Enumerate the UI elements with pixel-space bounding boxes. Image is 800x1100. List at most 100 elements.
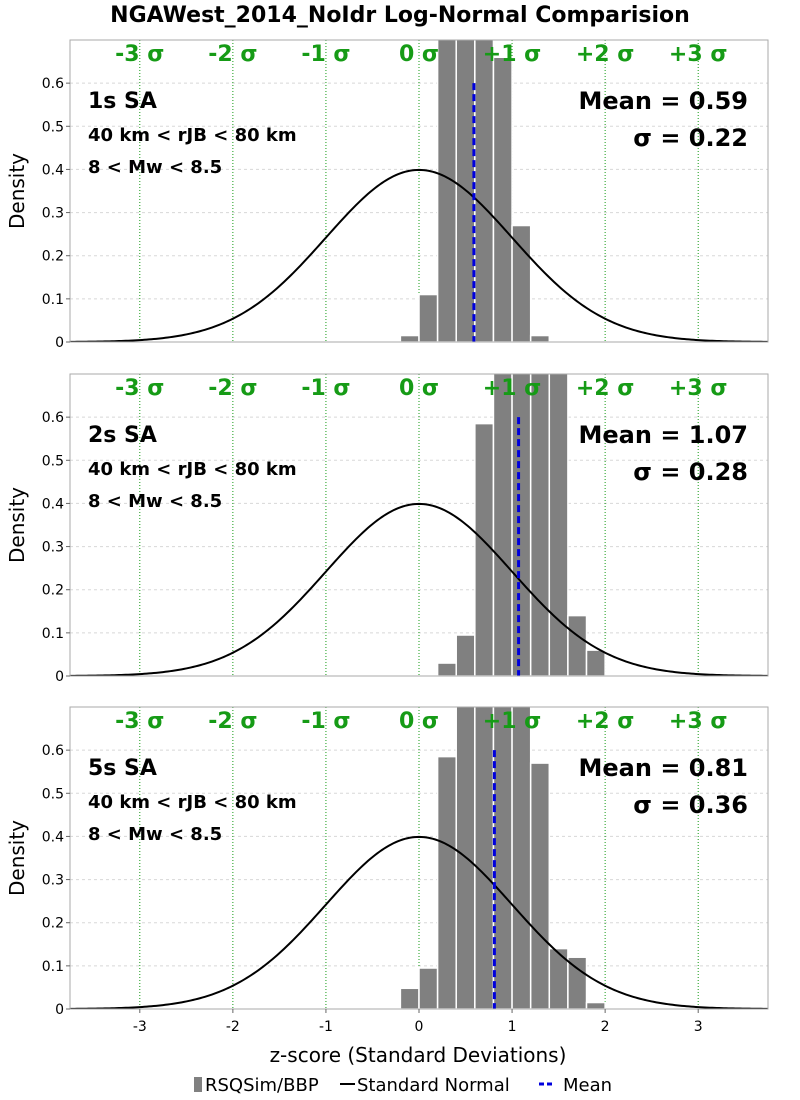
period-label: 1s SA (88, 89, 157, 114)
y-tick-label: 0.6 (42, 743, 64, 759)
panel-1: 0 0.1 0.2 0.3 0.4 0.5 0.6 Density -3 σ -2 σ -1 σ 0 … (5, 39, 769, 351)
histogram-bar (492, 56, 513, 342)
histogram-bar (418, 293, 439, 342)
chart-title: NGAWest_2014_NoIdr Log-Normal Comparisio… (110, 3, 690, 28)
mean-stat-label: Mean = 0.81 (579, 754, 748, 782)
sigma-label: -2 σ (208, 42, 257, 67)
y-axis-label: Density (5, 487, 29, 563)
sigma-label: 0 σ (399, 376, 439, 401)
histogram-bar (548, 374, 569, 676)
y-tick-label: 0.3 (42, 540, 64, 556)
sigma-label: -1 σ (301, 709, 350, 734)
histogram-bar (567, 956, 588, 1009)
sigma-label: -1 σ (301, 376, 350, 401)
x-tick-label: 3 (694, 1019, 703, 1035)
panel-3: 0 0.1 0.2 0.3 0.4 0.5 0.6 Density -3 σ -2 σ -1 σ 0 … (5, 706, 769, 1035)
sigma-label: -3 σ (115, 709, 164, 734)
y-axis-label: Density (5, 153, 29, 229)
sigma-label: -2 σ (208, 376, 257, 401)
histogram-bar (492, 707, 513, 1009)
standard-normal-curve (70, 502, 768, 676)
y-tick-label: 0.5 (42, 453, 64, 469)
sigma-label: +1 σ (483, 376, 542, 401)
magnitude-label: 8 < Mw < 8.5 (88, 157, 222, 178)
y-tick-label: 0.6 (42, 410, 64, 426)
y-tick-label: 0 (55, 335, 64, 351)
y-tick-label: 0.3 (42, 206, 64, 222)
sigma-label: +1 σ (483, 709, 542, 734)
sigma-stat-label: σ = 0.36 (633, 791, 748, 819)
sigma-stat-label: σ = 0.28 (633, 458, 748, 486)
histogram-bar (529, 334, 551, 342)
sigma-label: +3 σ (669, 376, 728, 401)
x-axis-label: z-score (Standard Deviations) (270, 1043, 567, 1067)
x-tick-label: -2 (226, 1019, 240, 1035)
y-tick-label: 0.1 (42, 959, 64, 975)
x-tick-label: 1 (508, 1019, 517, 1035)
sigma-label: -2 σ (208, 709, 257, 734)
histogram-bar (436, 755, 457, 1009)
standard-normal-curve (70, 168, 768, 342)
histogram-bar (529, 762, 551, 1009)
histogram-bar (511, 224, 532, 342)
y-tick-label: 0.1 (42, 626, 64, 642)
distance-label: 40 km < rJB < 80 km (88, 125, 297, 146)
y-tick-label: 0.6 (42, 76, 64, 92)
histogram-bar (567, 614, 588, 676)
sigma-label: +2 σ (576, 709, 635, 734)
histogram-bar (511, 707, 532, 1009)
distance-label: 40 km < rJB < 80 km (88, 459, 297, 480)
histogram-bar (455, 40, 476, 342)
sigma-label: -3 σ (115, 42, 164, 67)
histogram-bar (399, 987, 420, 1009)
legend-hist-swatch (194, 1077, 202, 1092)
mean-stat-label: Mean = 1.07 (579, 421, 748, 449)
plot-content (70, 707, 768, 1009)
legend-normal-label: Standard Normal (357, 1075, 510, 1096)
y-tick-label: 0.4 (42, 829, 64, 845)
y-tick-label: 0.2 (42, 583, 64, 599)
distance-label: 40 km < rJB < 80 km (88, 792, 297, 813)
plot-border (69, 373, 769, 677)
sigma-label: +3 σ (669, 709, 728, 734)
legend: RSQSim/BBP Standard Normal Mean (194, 1075, 612, 1096)
y-tick-label: 0.1 (42, 292, 64, 308)
histogram-bar (474, 422, 495, 676)
y-tick-label: 0 (55, 669, 64, 685)
y-tick-label: 0.4 (42, 496, 64, 512)
y-tick-label: 0.5 (42, 786, 64, 802)
histogram-bar (418, 967, 439, 1009)
y-tick-label: 0.3 (42, 873, 64, 889)
sigma-label: +2 σ (576, 376, 635, 401)
sigma-label: +2 σ (576, 42, 635, 67)
histogram-bar (455, 634, 476, 676)
sigma-label: +3 σ (669, 42, 728, 67)
sigma-label: 0 σ (399, 42, 439, 67)
magnitude-label: 8 < Mw < 8.5 (88, 824, 222, 845)
sigma-stat-label: σ = 0.22 (633, 124, 748, 152)
mean-stat-label: Mean = 0.59 (579, 87, 748, 115)
period-label: 5s SA (88, 756, 157, 781)
y-tick-label: 0.2 (42, 249, 64, 265)
histogram-bar (399, 334, 420, 342)
panel-2: 0 0.1 0.2 0.3 0.4 0.5 0.6 Density -3 σ -2 σ -1 σ 0 … (5, 373, 769, 685)
histogram-bar (585, 1001, 606, 1009)
legend-mean-label: Mean (563, 1075, 612, 1096)
standard-normal-curve (70, 835, 768, 1009)
x-tick-label: -1 (319, 1019, 333, 1035)
histogram-bar (436, 40, 457, 342)
legend-hist-label: RSQSim/BBP (205, 1075, 319, 1096)
y-tick-label: 0.5 (42, 119, 64, 135)
plot-content (70, 374, 768, 676)
sigma-label: 0 σ (399, 709, 439, 734)
x-tick-label: 0 (415, 1019, 424, 1035)
period-label: 2s SA (88, 423, 157, 448)
histogram-bar (436, 662, 457, 676)
x-tick-label: -3 (133, 1019, 147, 1035)
sigma-label: -3 σ (115, 376, 164, 401)
plot-border (69, 39, 769, 343)
y-tick-label: 0 (55, 1002, 64, 1018)
magnitude-label: 8 < Mw < 8.5 (88, 491, 222, 512)
sigma-label: -1 σ (301, 42, 350, 67)
